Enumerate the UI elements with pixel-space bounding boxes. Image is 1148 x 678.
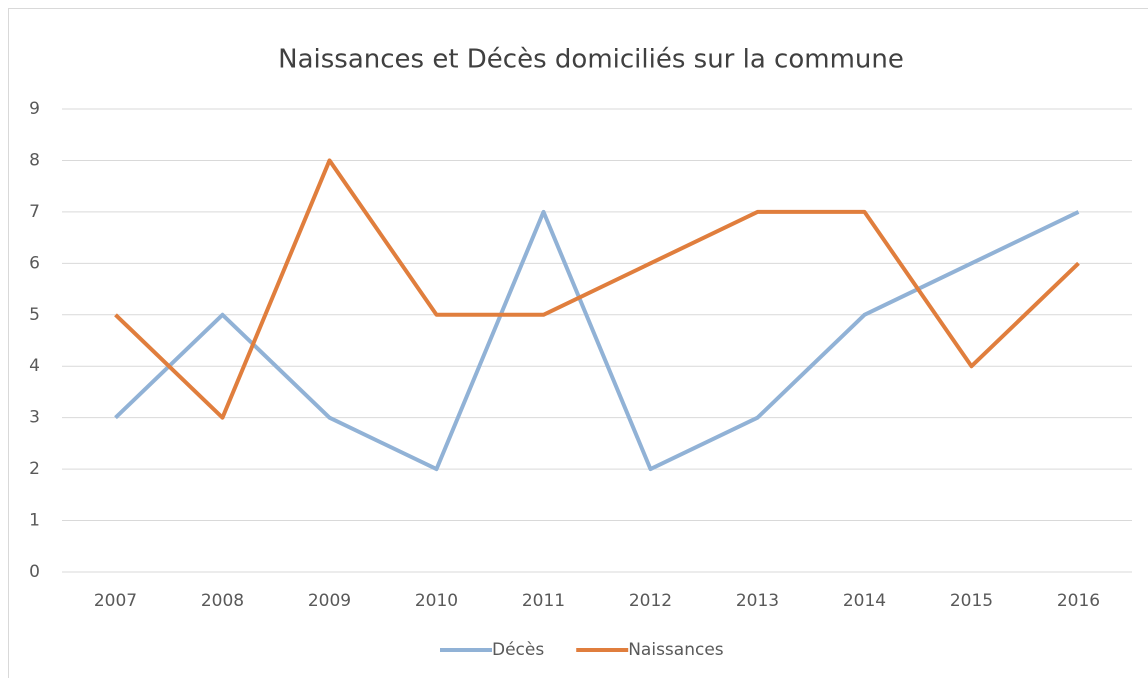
x-tick-label: 2014 — [843, 591, 886, 611]
y-tick-label: 5 — [29, 305, 40, 325]
chart-frame — [8, 8, 1148, 678]
x-tick-label: 2008 — [201, 591, 244, 611]
x-tick-label: 2012 — [629, 591, 672, 611]
x-tick-label: 2016 — [1057, 591, 1100, 611]
x-tick-label: 2013 — [736, 591, 779, 611]
y-tick-label: 1 — [29, 511, 40, 531]
series-line — [114, 158, 1080, 420]
y-tick-label: 2 — [29, 459, 40, 479]
y-tick-label: 9 — [29, 99, 40, 119]
x-tick-label: 2007 — [94, 591, 137, 611]
y-tick-label: 8 — [29, 150, 40, 170]
chart-title: Naissances et Décès domiciliés sur la co… — [278, 45, 904, 75]
legend-label: Décès — [492, 640, 544, 660]
x-tick-label: 2011 — [522, 591, 565, 611]
x-tick-label: 2015 — [950, 591, 993, 611]
y-tick-label: 3 — [29, 408, 40, 428]
y-tick-label: 4 — [29, 356, 40, 376]
y-tick-label: 0 — [29, 562, 40, 582]
y-tick-label: 7 — [29, 202, 40, 222]
x-tick-label: 2010 — [415, 591, 458, 611]
y-tick-label: 6 — [29, 253, 40, 273]
legend-label: Naissances — [628, 640, 724, 660]
x-tick-label: 2009 — [308, 591, 351, 611]
